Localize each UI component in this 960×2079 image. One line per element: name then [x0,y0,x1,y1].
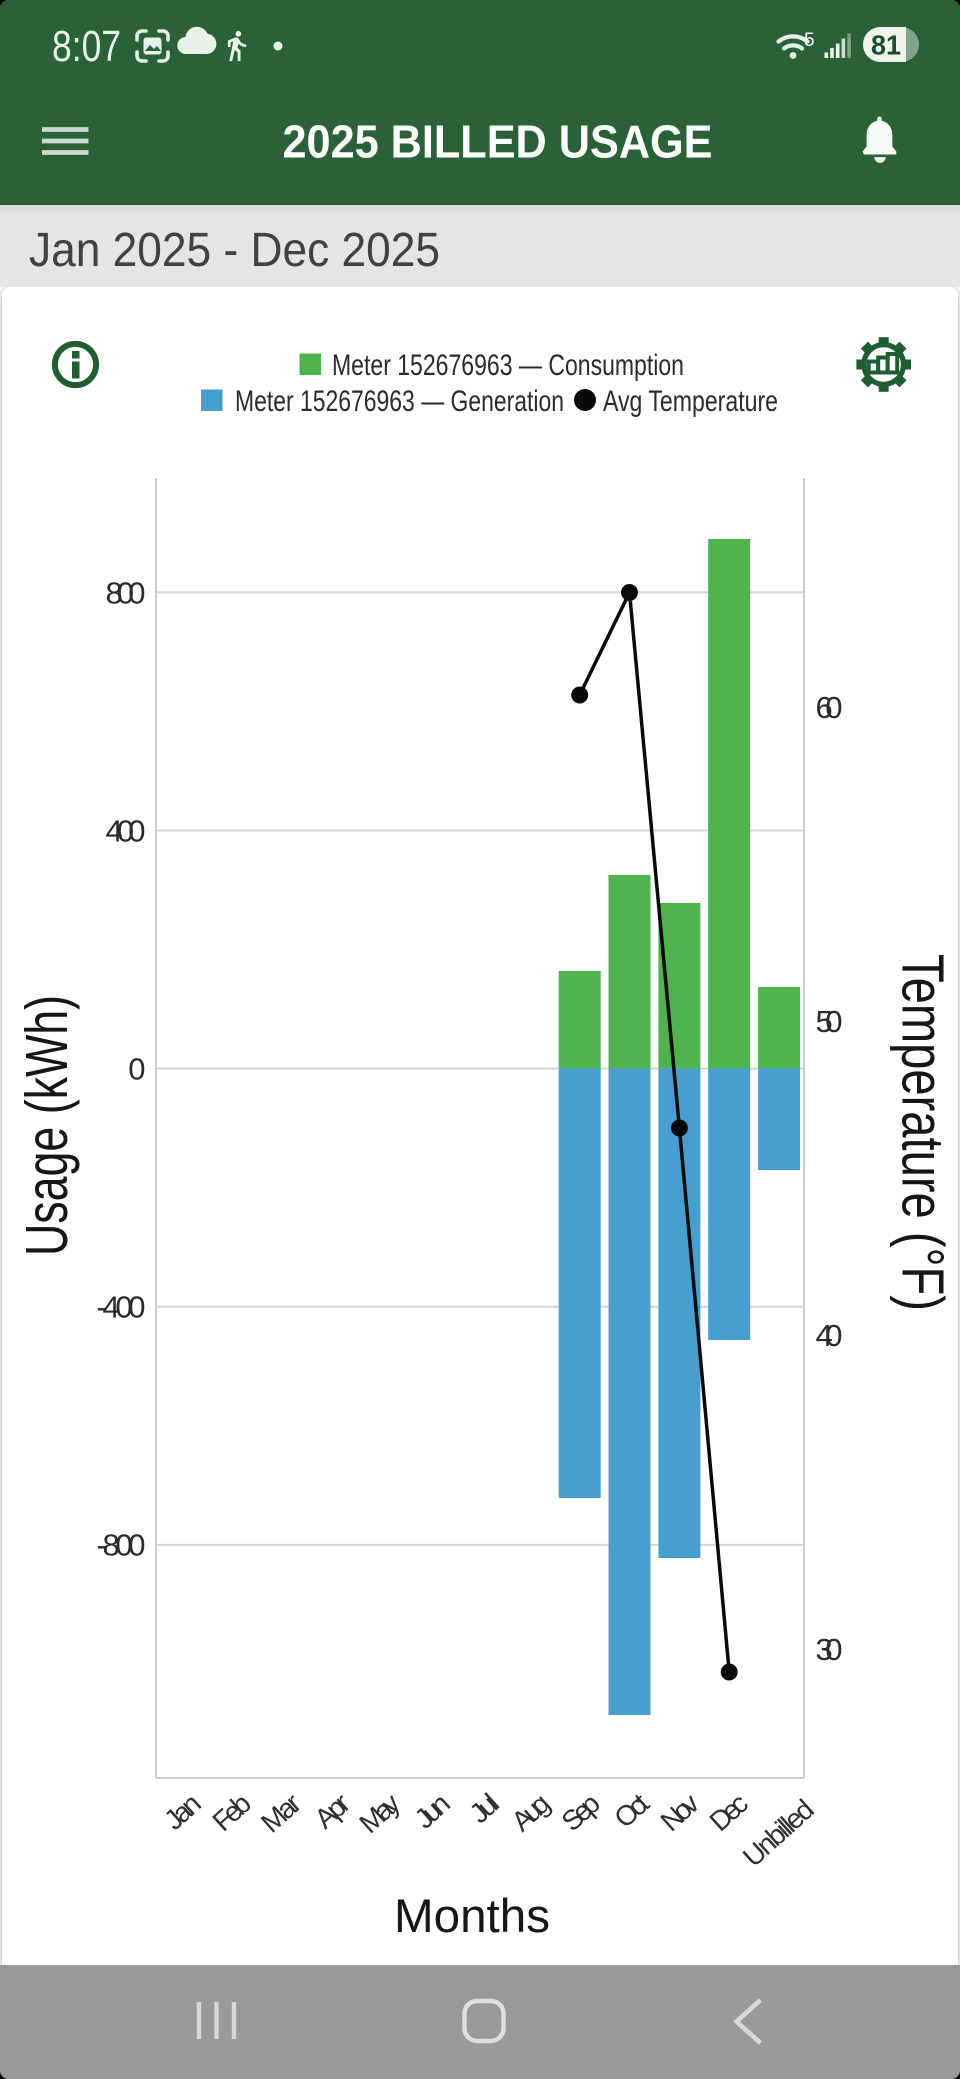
svg-text:60: 60 [816,690,843,725]
svg-text:Jul: Jul [463,1787,505,1829]
svg-text:Meter 152676963 — Consumption: Meter 152676963 — Consumption [332,349,684,382]
svg-text:-800: -800 [97,1528,146,1563]
svg-text:Jun: Jun [409,1787,456,1834]
svg-text:0: 0 [128,1052,145,1087]
svg-text:Feb: Feb [207,1787,257,1837]
svg-text:5: 5 [804,30,815,51]
svg-text:May: May [353,1787,406,1839]
svg-text:Nov: Nov [655,1787,705,1837]
svg-text:Avg Temperature: Avg Temperature [603,385,778,418]
svg-text:Temperature (°F): Temperature (°F) [890,954,956,1311]
svg-text:Apr: Apr [309,1787,356,1834]
svg-text:50: 50 [816,1004,843,1039]
svg-text:2025 BILLED USAGE: 2025 BILLED USAGE [283,116,713,168]
svg-text:-400: -400 [97,1290,146,1325]
svg-text:Jan: Jan [158,1787,207,1835]
svg-text:8:07: 8:07 [52,22,121,71]
svg-text:30: 30 [816,1632,843,1667]
svg-text:Sep: Sep [556,1787,606,1837]
svg-text:81: 81 [871,30,901,61]
svg-text:800: 800 [106,576,146,611]
svg-text:Dec: Dec [704,1787,754,1837]
svg-text:400: 400 [106,814,146,849]
svg-text:Usage (kWh): Usage (kWh) [14,995,80,1256]
svg-text:Meter 152676963 — Generation: Meter 152676963 — Generation [235,385,564,418]
svg-text:40: 40 [816,1318,843,1353]
svg-text:Mar: Mar [255,1787,307,1838]
svg-text:Jan 2025 - Dec 2025: Jan 2025 - Dec 2025 [29,224,440,277]
svg-text:Months: Months [394,1889,550,1942]
svg-text:Oct: Oct [608,1787,655,1834]
svg-text:Aug: Aug [506,1787,556,1837]
